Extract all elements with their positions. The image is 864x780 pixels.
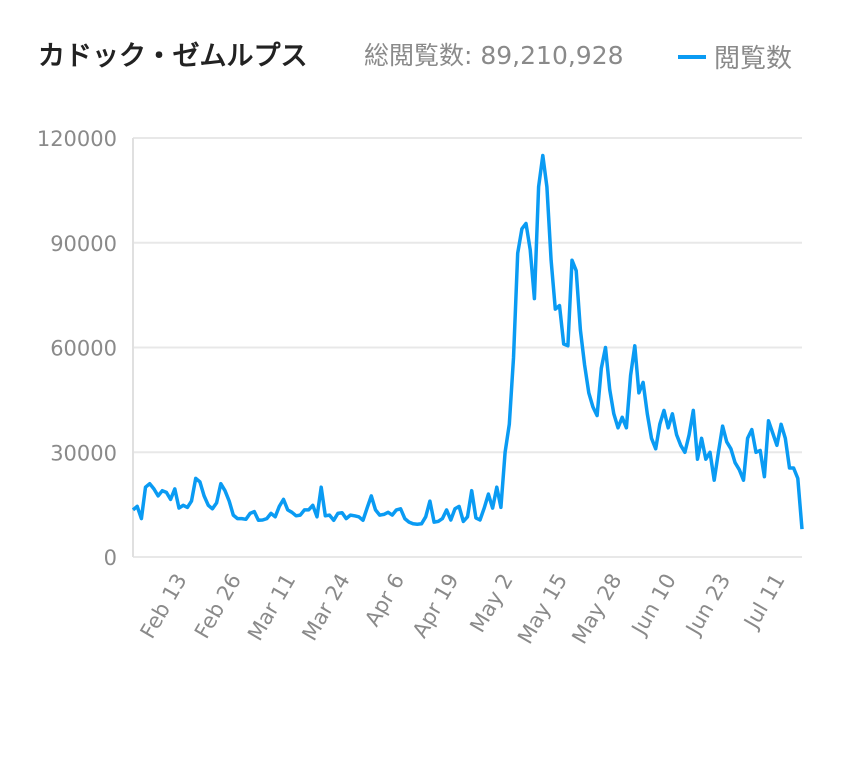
x-tick-label: Jul 11 bbox=[738, 570, 789, 635]
x-tick-label: Feb 13 bbox=[136, 570, 192, 643]
x-tick-label: Apr 19 bbox=[408, 570, 464, 642]
x-tick-label: Jun 23 bbox=[680, 570, 735, 641]
x-tick-label: Apr 6 bbox=[360, 570, 409, 631]
legend-label: 閲覧数 bbox=[714, 44, 793, 74]
y-tick-label: 120000 bbox=[37, 127, 117, 151]
x-tick-label: Jun 10 bbox=[626, 570, 681, 641]
x-tick-label: May 2 bbox=[465, 570, 518, 637]
series-line[interactable] bbox=[131, 153, 804, 530]
y-tick-label: 30000 bbox=[50, 441, 117, 465]
total-views: 総閲覧数: 89,210,928 bbox=[364, 41, 624, 70]
legend-swatch bbox=[678, 54, 706, 59]
chart-title: カドック・ゼムルプス bbox=[38, 41, 308, 72]
y-tick-label: 0 bbox=[104, 546, 117, 570]
x-tick-label: Feb 26 bbox=[190, 570, 246, 643]
x-tick-label: Mar 24 bbox=[297, 570, 354, 645]
y-tick-label: 90000 bbox=[50, 232, 117, 256]
x-tick-label: Mar 11 bbox=[243, 570, 300, 645]
y-tick-label: 60000 bbox=[50, 337, 117, 361]
x-tick-label: May 28 bbox=[567, 570, 626, 649]
legend[interactable]: 閲覧数 bbox=[678, 38, 792, 75]
x-tick-label: May 15 bbox=[513, 570, 572, 649]
